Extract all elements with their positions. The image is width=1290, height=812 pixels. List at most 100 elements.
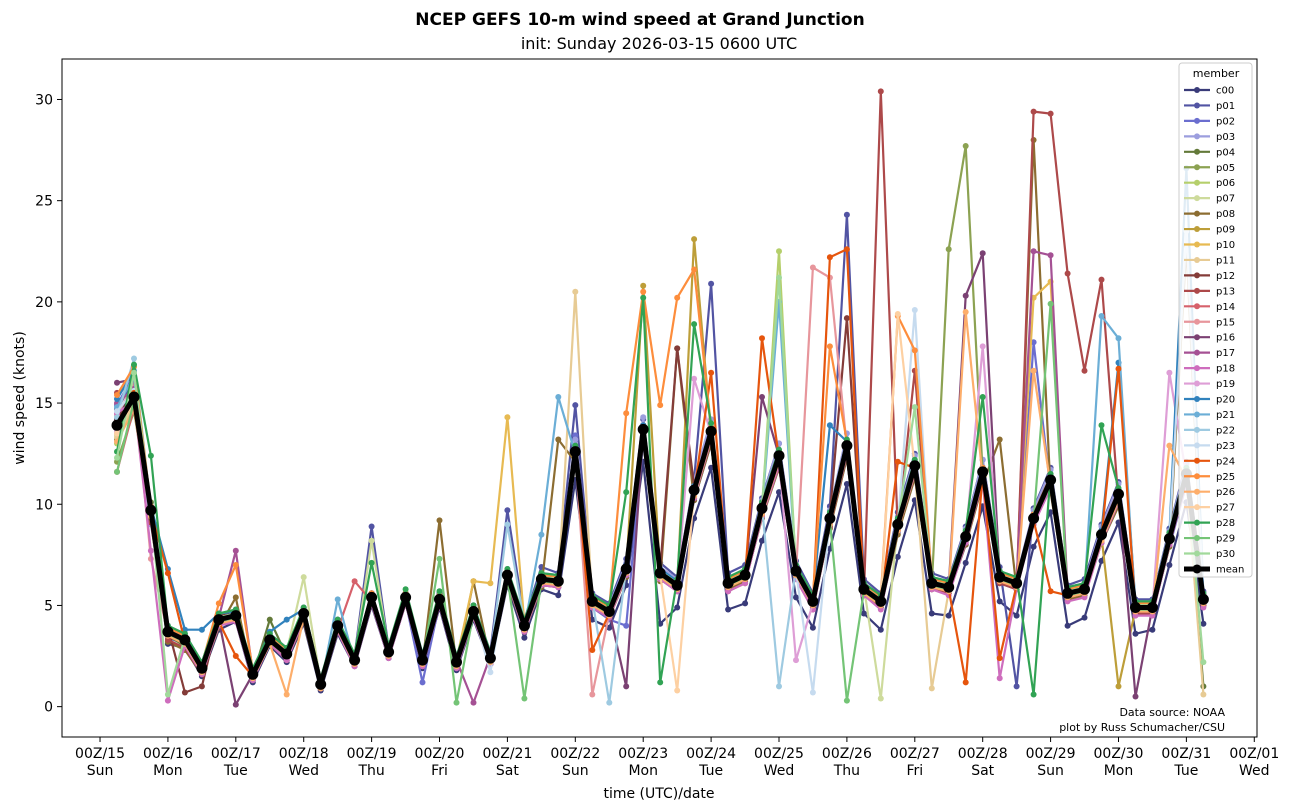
p03-point	[640, 414, 647, 421]
p24-point	[232, 653, 239, 659]
mean-point	[1062, 587, 1074, 599]
p03-point	[572, 436, 579, 443]
legend-item-p24: p24	[1184, 456, 1235, 467]
mean-point	[434, 593, 445, 605]
p09-point	[640, 282, 647, 289]
legend-label: p13	[1216, 286, 1235, 297]
legend-item-p27: p27	[1184, 503, 1235, 514]
c00-point	[809, 624, 816, 631]
legend-item-p06: p06	[1184, 178, 1235, 189]
mean-point	[1096, 529, 1107, 541]
mean-point	[841, 440, 853, 452]
mean-point	[909, 460, 921, 472]
c00-point	[793, 594, 799, 601]
c00-point	[1149, 626, 1156, 633]
legend-swatch-marker	[1194, 365, 1200, 372]
legend-swatch-marker	[1194, 195, 1200, 202]
legend-label: p28	[1216, 518, 1235, 529]
mean-point	[994, 571, 1006, 583]
legend-item-p18: p18	[1184, 364, 1235, 375]
legend: member c00 p01 p02 p03 p04 p05 p06 p07 p08 p09 p10…	[1178, 62, 1253, 578]
mean-point	[705, 425, 717, 437]
x-tick-weekday: Mon	[153, 763, 183, 779]
p13-point	[1030, 108, 1037, 115]
p13-point	[1081, 367, 1088, 374]
y-tick-label: 15	[35, 396, 53, 412]
legend-item-p28: p28	[1184, 518, 1235, 529]
p18-point	[1200, 604, 1207, 611]
mean-point	[417, 654, 428, 666]
x-tick-label: 00Z/27	[890, 746, 940, 762]
p24-point	[708, 369, 715, 376]
mean-point	[637, 423, 649, 435]
legend-label: p10	[1216, 240, 1235, 251]
p29-point	[436, 555, 443, 562]
legend-item-p20: p20	[1184, 395, 1235, 406]
mean-point	[162, 626, 174, 638]
c00-point	[996, 598, 1003, 605]
mean-point	[213, 614, 225, 626]
mean-point	[807, 595, 819, 607]
mean-point	[586, 595, 598, 607]
mean-point	[128, 391, 140, 403]
p14-point	[351, 578, 358, 585]
p08-point	[232, 594, 239, 601]
c00-point	[742, 600, 749, 607]
c00-point	[725, 606, 732, 613]
mean-point	[977, 466, 989, 478]
p13-point	[1064, 270, 1071, 277]
chart-subtitle: init: Sunday 2026-03-15 0600 UTC	[521, 34, 797, 53]
mean-point	[1197, 593, 1209, 605]
x-tick-label: 00Z/01	[1229, 746, 1279, 762]
p25-point	[691, 266, 698, 273]
mean-point	[451, 656, 462, 668]
p25-point	[911, 347, 918, 354]
legend-item-c00: c00	[1184, 86, 1234, 97]
mean-point	[264, 634, 276, 646]
c00-point	[877, 626, 884, 633]
mean-point	[501, 569, 513, 581]
p06-point	[776, 248, 782, 255]
p12-point	[198, 683, 205, 690]
y-tick-label: 30	[35, 92, 53, 108]
mean-point	[603, 606, 615, 617]
legend-swatch-marker	[1194, 164, 1200, 171]
y-tick-label: 25	[35, 194, 53, 210]
p16-point	[962, 292, 969, 299]
x-tick-label: 00Z/21	[482, 746, 532, 762]
c00-point	[1030, 543, 1037, 550]
p20-point	[181, 626, 188, 633]
x-tick-weekday: Sun	[562, 763, 589, 779]
p20-point	[283, 616, 290, 623]
p16-point	[759, 394, 765, 400]
mean-point	[111, 419, 123, 431]
p30-point	[131, 369, 137, 376]
x-tick-weekday: Fri	[431, 763, 448, 779]
x-tick-label: 00Z/28	[958, 746, 1008, 762]
legend-label: p19	[1216, 379, 1235, 390]
x-tick-weekday: Sun	[87, 763, 114, 779]
p29-point	[843, 697, 850, 704]
p27-point	[114, 430, 120, 437]
legend-swatch-marker	[1194, 457, 1200, 464]
legend-swatch-marker	[1194, 488, 1200, 495]
p29-point	[114, 468, 120, 475]
legend-label: p01	[1216, 101, 1235, 112]
x-axis-label: time (UTC)/date	[603, 786, 714, 802]
x-tick-label: 00Z/20	[415, 746, 465, 762]
p24-point	[1047, 588, 1054, 595]
legend-swatch-marker	[1194, 87, 1200, 93]
x-tick-weekday: Tue	[223, 763, 248, 779]
p28-point	[1098, 422, 1105, 429]
p13-point	[1047, 110, 1054, 117]
p24-point	[996, 655, 1003, 662]
p07-point	[300, 574, 307, 581]
legend-item-p23: p23	[1184, 441, 1235, 452]
p25-point	[623, 410, 630, 417]
x-tick-label: 00Z/22	[550, 746, 600, 762]
mean-point	[671, 579, 683, 591]
p30-point	[776, 274, 782, 281]
p01-point	[572, 402, 579, 409]
x-tick-label: 00Z/31	[1161, 746, 1211, 762]
x-tick-weekday: Sat	[496, 763, 519, 779]
